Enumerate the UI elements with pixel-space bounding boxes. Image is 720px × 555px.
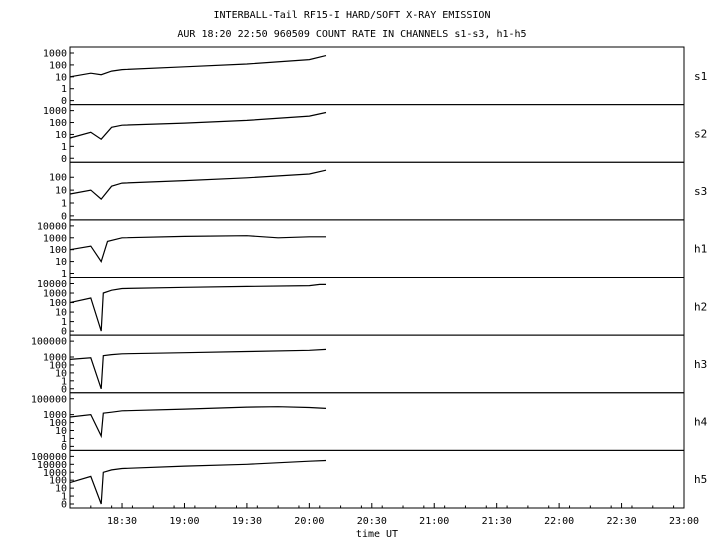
y-tick-label: 1000 <box>43 233 67 244</box>
y-tick-label: 1 <box>61 84 67 95</box>
y-tick-label: 10000 <box>37 279 67 290</box>
panel-label: h2 <box>694 300 707 313</box>
y-tick-label: 1 <box>61 142 67 153</box>
y-tick-label: 10000 <box>37 221 67 232</box>
y-tick-label: 10 <box>55 368 67 379</box>
x-tick-label: 20:30 <box>357 516 387 527</box>
y-tick-label: 10000 <box>37 460 67 471</box>
y-tick-label: 0 <box>61 96 67 107</box>
series-line <box>69 348 327 389</box>
panel-frame <box>69 161 685 221</box>
panel-frame <box>69 104 685 163</box>
y-tick-label: 0 <box>61 442 67 453</box>
panel-label: s2 <box>694 127 707 140</box>
y-tick-label: 0 <box>61 384 67 395</box>
panel-frame <box>69 334 685 394</box>
y-tick-label: 100 <box>49 60 67 71</box>
y-tick-label: 1000 <box>43 49 67 60</box>
chart-subtitle: AUR 18:20 22:50 960509 COUNT RATE IN CHA… <box>177 29 526 40</box>
panel-label: h3 <box>694 358 707 371</box>
chart-title: INTERBALL-Tail RF15-I HARD/SOFT X-RAY EM… <box>214 10 491 21</box>
y-tick-label: 100 <box>49 418 67 429</box>
panel-label: h5 <box>694 473 707 486</box>
y-tick-label: 100 <box>49 118 67 129</box>
series-line <box>69 406 327 439</box>
panel-frame <box>69 449 685 509</box>
y-tick-label: 100000 <box>31 337 67 348</box>
x-tick-label: 18:30 <box>107 516 137 527</box>
panel-label: h1 <box>694 243 707 256</box>
y-tick-label: 100 <box>49 360 67 371</box>
y-tick-label: 10 <box>55 72 67 83</box>
y-tick-label: 0 <box>61 211 67 222</box>
panels: 10001001010s110001001010s21001010s310000… <box>31 46 708 511</box>
panel-frame <box>69 219 685 278</box>
y-tick-label: 100000 <box>31 394 67 405</box>
x-tick-label: 22:00 <box>544 516 574 527</box>
y-tick-label: 10 <box>55 186 67 197</box>
panel-label: s1 <box>694 70 707 83</box>
series-line <box>69 55 327 78</box>
panel-label: s3 <box>694 185 707 198</box>
y-tick-label: 1 <box>61 198 67 209</box>
y-tick-label: 100 <box>49 245 67 256</box>
y-tick-label: 100 <box>49 476 67 487</box>
x-axis: 18:30 19:00 19:30 20:00 20:30 21:00 21:30 22:00… <box>69 503 699 527</box>
series-line <box>69 459 327 505</box>
y-tick-label: 1000 <box>43 353 67 364</box>
y-tick-label: 1 <box>61 492 67 503</box>
y-tick-label: 1000 <box>43 106 67 117</box>
y-tick-label: 100 <box>49 298 67 309</box>
y-tick-label: 10 <box>55 130 67 141</box>
x-tick-label: 23:00 <box>669 516 699 527</box>
series-line <box>69 283 326 332</box>
y-tick-label: 10 <box>55 426 67 437</box>
panel-label: h4 <box>694 416 708 429</box>
y-tick-label: 10 <box>55 484 67 495</box>
x-tick-label: 20:00 <box>294 516 324 527</box>
y-tick-label: 10 <box>55 308 67 319</box>
y-tick-label: 1 <box>61 376 67 387</box>
y-tick-label: 0 <box>61 500 67 511</box>
x-tick-label: 19:30 <box>232 516 262 527</box>
x-axis-label: time UT <box>356 529 398 540</box>
series-line <box>69 169 327 200</box>
y-tick-label: 0 <box>61 154 67 165</box>
panel-frame <box>69 392 685 451</box>
y-tick-label: 1 <box>61 434 67 445</box>
x-tick-label: 19:00 <box>169 516 199 527</box>
x-tick-label: 22:30 <box>607 516 637 527</box>
x-tick-label: 21:30 <box>482 516 512 527</box>
y-tick-label: 100 <box>49 173 67 184</box>
y-tick-label: 1 <box>61 317 67 328</box>
x-tick-label: 21:00 <box>419 516 449 527</box>
panel-frame <box>69 46 685 106</box>
y-tick-label: 1000 <box>43 468 67 479</box>
y-tick-label: 10 <box>55 257 67 268</box>
y-tick-label: 1000 <box>43 289 67 300</box>
panel-frame <box>69 277 685 336</box>
y-tick-label: 1 <box>61 269 67 280</box>
series-line <box>69 235 326 263</box>
y-tick-label: 0 <box>61 327 67 338</box>
series-line <box>69 111 327 140</box>
y-tick-label: 100000 <box>31 452 67 463</box>
y-tick-label: 1000 <box>43 410 67 421</box>
